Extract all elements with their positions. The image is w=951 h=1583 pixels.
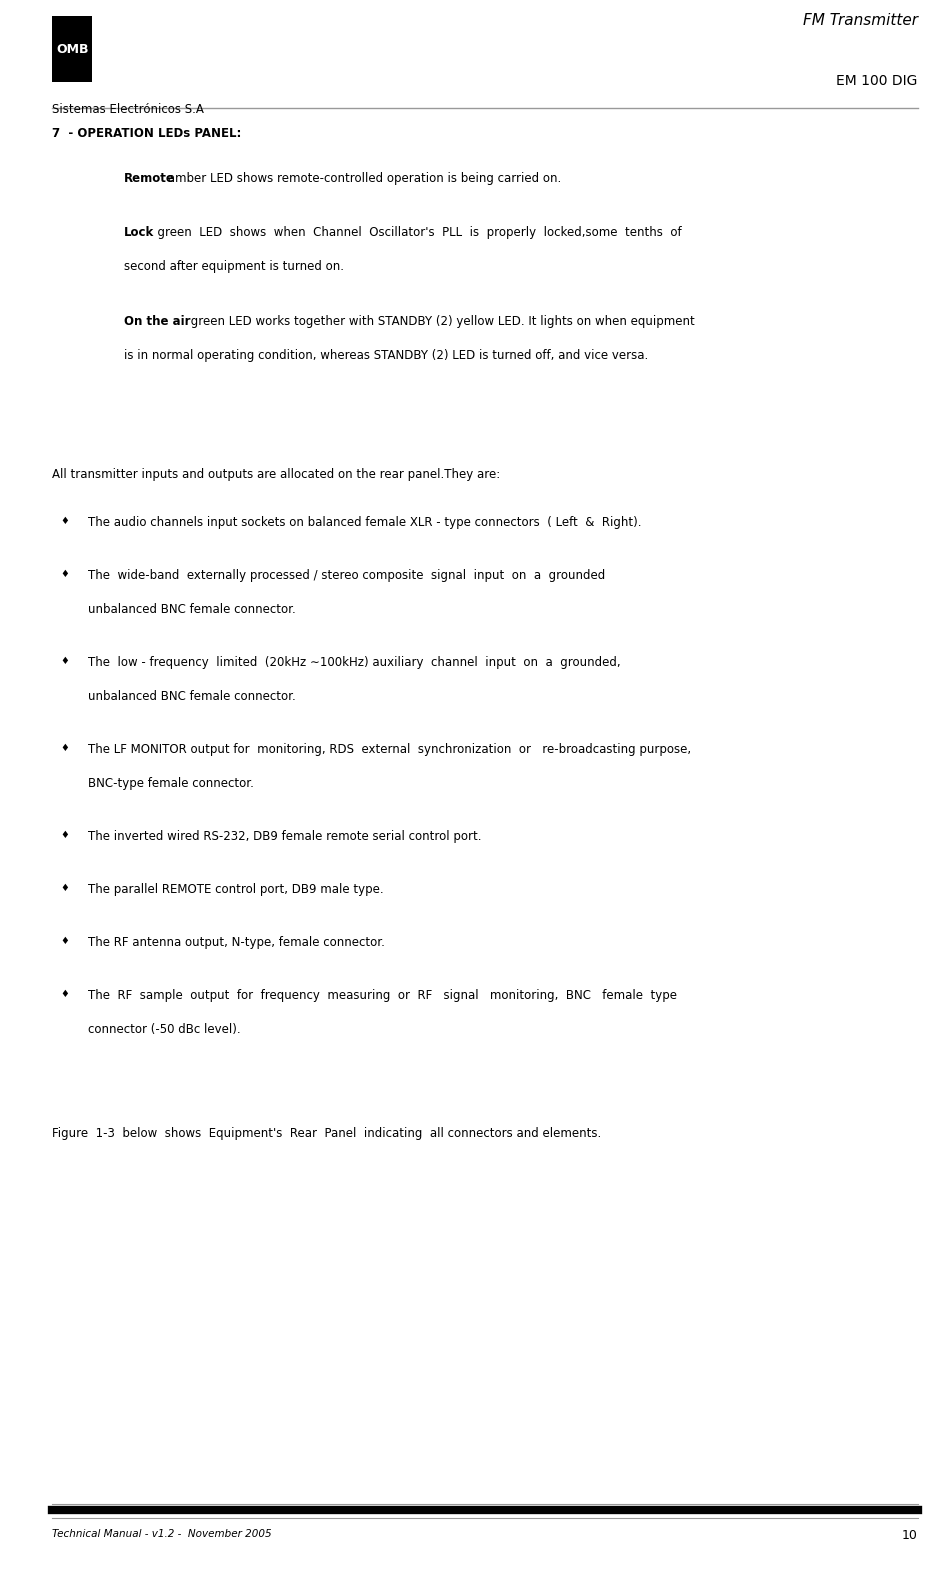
Text: ♦: ♦ (60, 883, 68, 893)
Text: The LF MONITOR output for  monitoring, RDS  external  synchronization  or   re-b: The LF MONITOR output for monitoring, RD… (88, 742, 691, 755)
Text: green LED works together with STANDBY (2) yellow LED. It lights on when equipmen: green LED works together with STANDBY (2… (187, 315, 695, 328)
Text: ♦: ♦ (60, 829, 68, 839)
Text: connector (-50 dBc level).: connector (-50 dBc level). (88, 1023, 241, 1035)
Text: The parallel REMOTE control port, DB9 male type.: The parallel REMOTE control port, DB9 ma… (88, 883, 384, 896)
Text: 10: 10 (902, 1529, 918, 1542)
Text: amber LED shows remote-controlled operation is being carried on.: amber LED shows remote-controlled operat… (164, 173, 561, 185)
Text: Lock: Lock (124, 226, 154, 239)
Text: 7  - OPERATION LEDs PANEL:: 7 - OPERATION LEDs PANEL: (52, 127, 242, 139)
Text: EM 100 DIG: EM 100 DIG (836, 74, 918, 89)
Text: The RF antenna output, N-type, female connector.: The RF antenna output, N-type, female co… (88, 936, 385, 948)
Text: ♦: ♦ (60, 936, 68, 945)
Text: unbalanced BNC female connector.: unbalanced BNC female connector. (88, 690, 296, 703)
Text: Sistemas Electrónicos S.A: Sistemas Electrónicos S.A (52, 103, 204, 116)
Text: ♦: ♦ (60, 516, 68, 526)
Text: ♦: ♦ (60, 989, 68, 999)
Text: The inverted wired RS-232, DB9 female remote serial control port.: The inverted wired RS-232, DB9 female re… (88, 829, 482, 842)
Text: ♦: ♦ (60, 655, 68, 665)
Text: Technical Manual - v1.2 -  November 2005: Technical Manual - v1.2 - November 2005 (52, 1529, 272, 1539)
Text: second after equipment is turned on.: second after equipment is turned on. (124, 260, 343, 274)
Text: BNC-type female connector.: BNC-type female connector. (88, 777, 254, 790)
Text: Remote: Remote (124, 173, 174, 185)
Text: The  wide-band  externally processed / stereo composite  signal  input  on  a  g: The wide-band externally processed / ste… (88, 568, 606, 581)
Text: All transmitter inputs and outputs are allocated on the rear panel.They are:: All transmitter inputs and outputs are a… (52, 469, 500, 481)
Text: The  RF  sample  output  for  frequency  measuring  or  RF   signal   monitoring: The RF sample output for frequency measu… (88, 989, 677, 1002)
Text: Figure  1-3  below  shows  Equipment's  Rear  Panel  indicating  all connectors : Figure 1-3 below shows Equipment's Rear … (52, 1127, 602, 1140)
Text: OMB: OMB (56, 43, 88, 55)
Text: FM Transmitter: FM Transmitter (803, 13, 918, 27)
Text: unbalanced BNC female connector.: unbalanced BNC female connector. (88, 603, 296, 616)
Text: green  LED  shows  when  Channel  Oscillator's  PLL  is  properly  locked,some  : green LED shows when Channel Oscillator'… (150, 226, 682, 239)
FancyBboxPatch shape (52, 16, 92, 82)
Text: is in normal operating condition, whereas STANDBY (2) LED is turned off, and vic: is in normal operating condition, wherea… (124, 348, 648, 363)
Text: ♦: ♦ (60, 742, 68, 752)
Text: The audio channels input sockets on balanced female XLR - type connectors  ( Lef: The audio channels input sockets on bala… (88, 516, 642, 529)
Text: ♦: ♦ (60, 568, 68, 578)
Text: The  low - frequency  limited  (20kHz ∼100kHz) auxiliary  channel  input  on  a : The low - frequency limited (20kHz ∼100k… (88, 655, 621, 668)
Text: On the air: On the air (124, 315, 190, 328)
